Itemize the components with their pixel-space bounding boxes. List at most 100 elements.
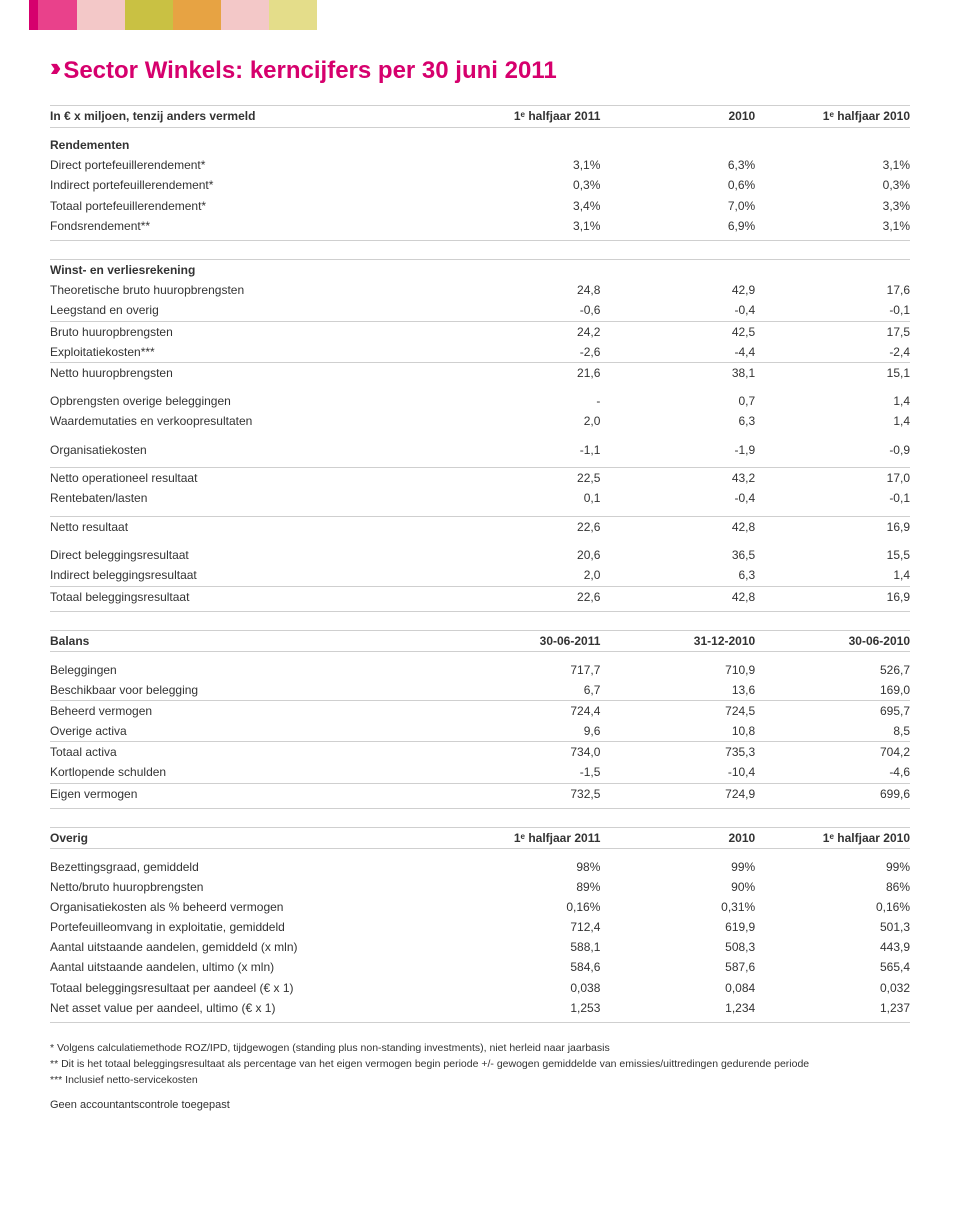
title-text: Sector Winkels: kerncijfers per 30 juni …	[63, 57, 556, 84]
row-label: Indirect portefeuillerendement*	[50, 175, 446, 195]
hdr-col2: 2010	[600, 106, 755, 127]
table-row: Totaal beleggingsresultaat per aandeel (…	[50, 978, 910, 998]
row-value: 584,6	[446, 957, 601, 977]
row-value: 16,9	[755, 517, 910, 538]
color-segment	[38, 0, 76, 30]
row-value: 3,3%	[755, 196, 910, 216]
table-row: Totaal activa734,0735,3704,2	[50, 742, 910, 763]
table-row: Organisatiekosten-1,1-1,9-0,9	[50, 440, 910, 460]
hdr-col0: Balans	[50, 630, 446, 651]
row-value: 1,237	[755, 998, 910, 1018]
row-value: 443,9	[755, 937, 910, 957]
footnote-line: *** Inclusief netto-servicekosten	[50, 1073, 910, 1087]
row-value: 86%	[755, 877, 910, 897]
row-value: 0,3%	[446, 175, 601, 195]
row-label: Rentebaten/lasten	[50, 488, 446, 508]
row-value: 735,3	[600, 742, 755, 763]
row-value: 8,5	[755, 721, 910, 742]
table-row: Overige activa9,610,88,5	[50, 721, 910, 742]
row-value: -0,4	[600, 300, 755, 321]
row-value: 17,5	[755, 321, 910, 342]
row-value: 0,16%	[755, 897, 910, 917]
table-header-row: Balans 30-06-2011 31-12-2010 30-06-2010	[50, 630, 910, 651]
row-value: 724,5	[600, 700, 755, 721]
table-header-row: In € x miljoen, tenzij anders vermeld 1ᵉ…	[50, 106, 910, 127]
row-value: 732,5	[446, 783, 601, 804]
row-value: 2,0	[446, 411, 601, 431]
section-title-row: Winst- en verliesrekening	[50, 260, 910, 281]
hdr-col2: 2010	[600, 827, 755, 848]
row-value: 2,0	[446, 565, 601, 586]
row-value: 20,6	[446, 545, 601, 565]
row-value: -0,1	[755, 488, 910, 508]
row-value: 42,8	[600, 517, 755, 538]
table-row: Organisatiekosten als % beheerd vermogen…	[50, 897, 910, 917]
row-value: -2,6	[446, 342, 601, 363]
row-value: 6,9%	[600, 216, 755, 236]
row-value: 717,7	[446, 660, 601, 680]
table-header-row: Overig 1ᵉ halfjaar 2011 2010 1ᵉ halfjaar…	[50, 827, 910, 848]
row-value: -0,4	[600, 488, 755, 508]
footnote-line: ** Dit is het totaal beleggingsresultaat…	[50, 1057, 910, 1071]
no-accountants-note: Geen accountantscontrole toegepast	[50, 1098, 910, 1113]
row-label: Totaal portefeuillerendement*	[50, 196, 446, 216]
row-value: 734,0	[446, 742, 601, 763]
row-value: 3,4%	[446, 196, 601, 216]
row-label: Fondsrendement**	[50, 216, 446, 236]
row-value: 10,8	[600, 721, 755, 742]
table-row: Beschikbaar voor belegging6,713,6169,0	[50, 680, 910, 701]
row-label: Netto huuropbrengsten	[50, 362, 446, 383]
row-value: 6,3%	[600, 155, 755, 175]
row-label: Totaal beleggingsresultaat	[50, 586, 446, 607]
row-value: 9,6	[446, 721, 601, 742]
row-value: 3,1%	[755, 155, 910, 175]
footnotes: * Volgens calculatiemethode ROZ/IPD, tij…	[50, 1041, 910, 1088]
row-value: 15,5	[755, 545, 910, 565]
row-value: 15,1	[755, 362, 910, 383]
section-title: Rendementen	[50, 135, 446, 155]
row-value: 22,6	[446, 586, 601, 607]
table-row: Indirect beleggingsresultaat2,06,31,4	[50, 565, 910, 586]
table-row: Netto resultaat22,642,816,9	[50, 517, 910, 538]
row-value: 0,032	[755, 978, 910, 998]
row-value: -0,6	[446, 300, 601, 321]
row-value: 42,8	[600, 586, 755, 607]
row-value: 724,9	[600, 783, 755, 804]
row-value: 16,9	[755, 586, 910, 607]
hdr-col1: 30-06-2011	[446, 630, 601, 651]
row-value: 0,3%	[755, 175, 910, 195]
row-value: 6,3	[600, 565, 755, 586]
row-value: 42,5	[600, 321, 755, 342]
row-value: 3,1%	[446, 216, 601, 236]
row-value: 42,9	[600, 280, 755, 300]
row-value: 6,7	[446, 680, 601, 701]
table-row: Netto operationeel resultaat22,543,217,0	[50, 468, 910, 489]
row-value: 565,4	[755, 957, 910, 977]
row-value: 526,7	[755, 660, 910, 680]
row-label: Beschikbaar voor belegging	[50, 680, 446, 701]
table-row: Fondsrendement**3,1%6,9%3,1%	[50, 216, 910, 236]
row-label: Waardemutaties en verkoopresultaten	[50, 411, 446, 431]
color-segment	[221, 0, 269, 30]
table-row: Totaal portefeuillerendement*3,4%7,0%3,3…	[50, 196, 910, 216]
row-value: 22,6	[446, 517, 601, 538]
row-value: 588,1	[446, 937, 601, 957]
row-label: Portefeuilleomvang in exploitatie, gemid…	[50, 917, 446, 937]
table-row: Eigen vermogen732,5724,9699,6	[50, 783, 910, 804]
row-value: 169,0	[755, 680, 910, 701]
table-row: Waardemutaties en verkoopresultaten2,06,…	[50, 411, 910, 431]
hdr-col2: 31-12-2010	[600, 630, 755, 651]
color-segment	[0, 0, 29, 30]
row-value: 0,6%	[600, 175, 755, 195]
row-value: -4,6	[755, 762, 910, 783]
table-row: Netto/bruto huuropbrengsten89%90%86%	[50, 877, 910, 897]
table-row: Theoretische bruto huuropbrengsten24,842…	[50, 280, 910, 300]
top-color-bar	[0, 0, 960, 30]
table-row: Aantal uitstaande aandelen, ultimo (x ml…	[50, 957, 910, 977]
color-segment	[269, 0, 317, 30]
row-value: -1,5	[446, 762, 601, 783]
row-value: 0,1	[446, 488, 601, 508]
row-value: 0,7	[600, 391, 755, 411]
row-value: 17,0	[755, 468, 910, 489]
row-label: Bruto huuropbrengsten	[50, 321, 446, 342]
